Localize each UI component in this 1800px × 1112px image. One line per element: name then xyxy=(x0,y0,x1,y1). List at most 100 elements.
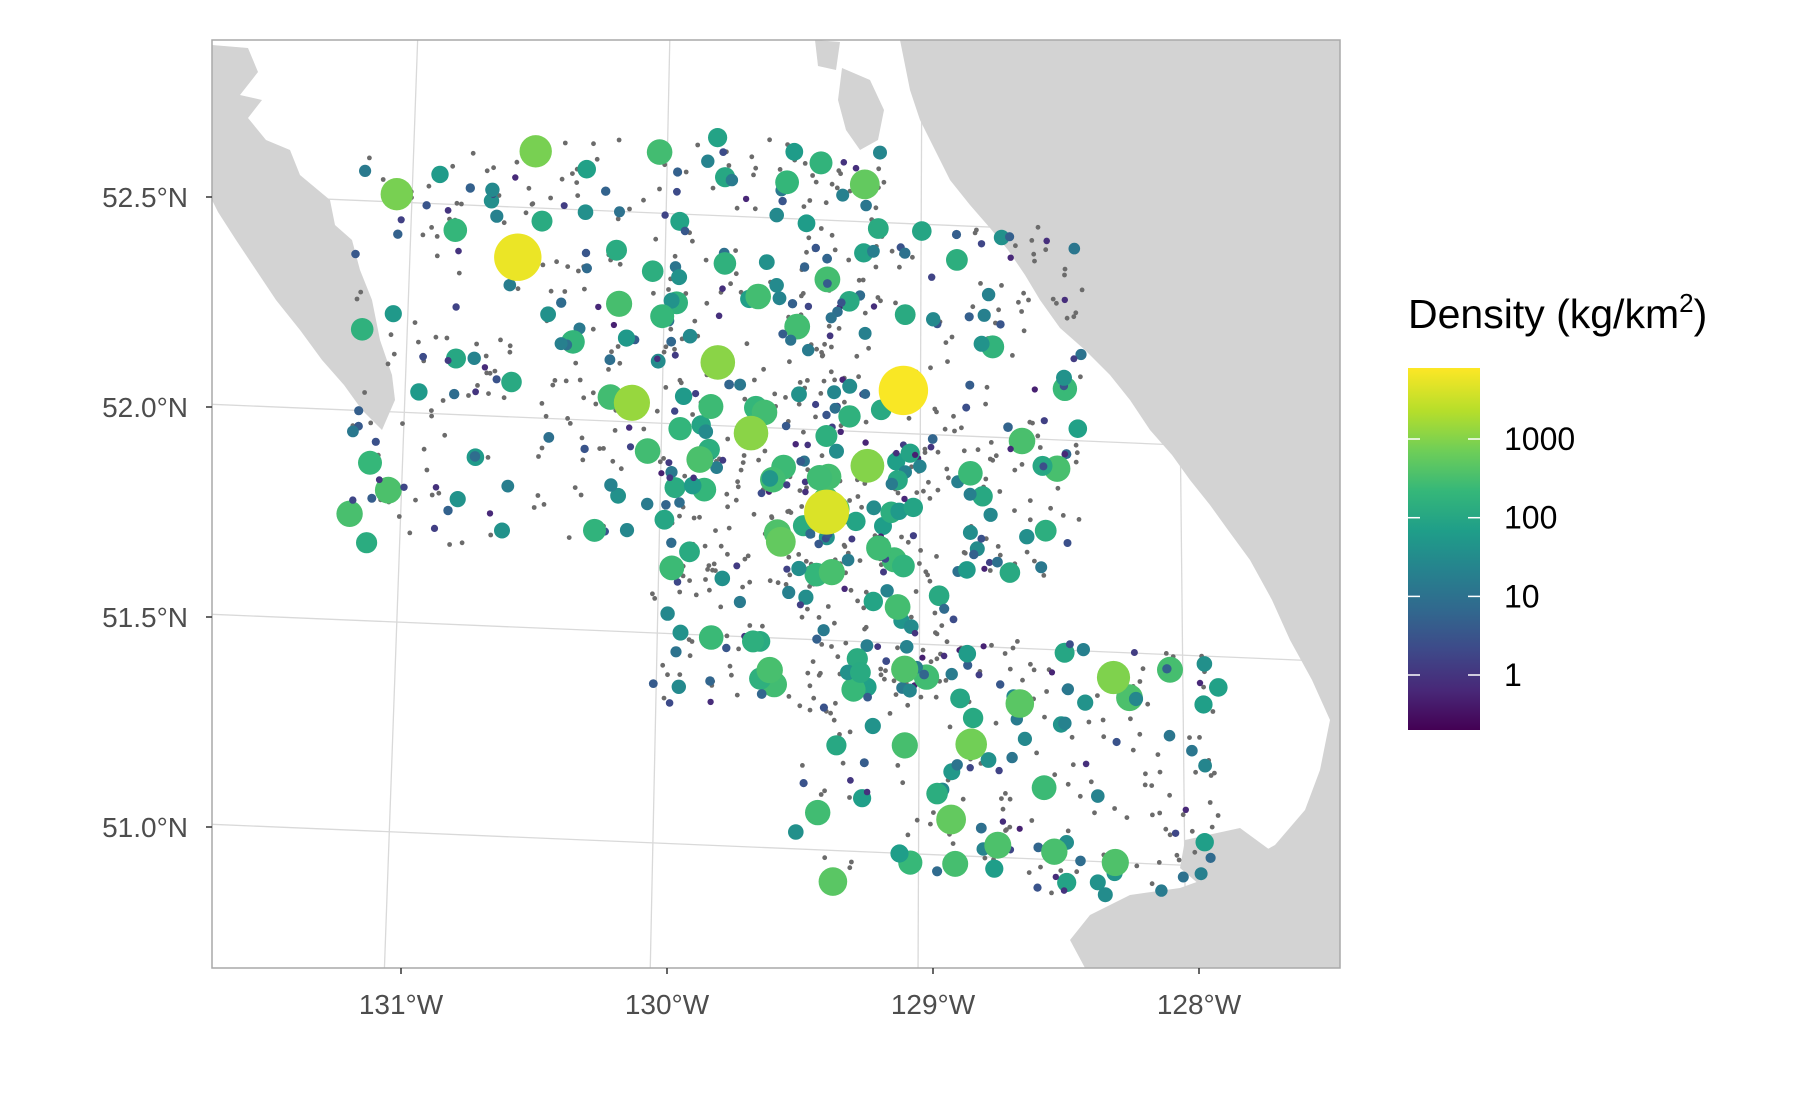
catch-point xyxy=(866,535,892,561)
catch-point xyxy=(829,402,841,414)
catch-point xyxy=(1031,386,1038,393)
zero-catch-point xyxy=(572,485,578,490)
zero-catch-point xyxy=(856,277,862,283)
zero-catch-point xyxy=(863,589,869,595)
catch-point xyxy=(661,500,671,510)
zero-catch-point xyxy=(1167,832,1173,838)
zero-catch-point xyxy=(760,623,765,629)
zero-catch-point xyxy=(1143,771,1148,777)
catch-point xyxy=(756,689,767,699)
catch-point xyxy=(1194,867,1208,881)
catch-point xyxy=(698,625,724,650)
catch-point xyxy=(1163,729,1176,742)
zero-catch-point xyxy=(822,855,828,861)
catch-point xyxy=(977,240,986,248)
zero-catch-point xyxy=(1149,783,1155,788)
catch-point xyxy=(1017,731,1032,747)
zero-catch-point xyxy=(1035,224,1041,230)
map-panel xyxy=(212,40,1340,968)
catch-point xyxy=(1177,871,1189,883)
zero-catch-point xyxy=(552,378,558,383)
catch-point xyxy=(963,487,977,501)
zero-catch-point xyxy=(1074,869,1080,875)
catch-point xyxy=(674,497,685,508)
catch-point xyxy=(926,782,948,805)
zero-catch-point xyxy=(498,337,503,343)
catch-point xyxy=(1043,237,1050,245)
catch-point xyxy=(784,313,811,340)
catch-point xyxy=(909,532,918,540)
catch-point xyxy=(654,355,661,363)
zero-catch-point xyxy=(554,259,559,265)
zero-catch-point xyxy=(813,414,818,420)
catch-point xyxy=(492,375,501,384)
catch-point xyxy=(829,443,844,459)
zero-catch-point xyxy=(801,204,807,210)
zero-catch-point xyxy=(905,539,911,545)
catch-point xyxy=(626,424,633,431)
catch-point xyxy=(1082,760,1090,768)
catch-point xyxy=(950,688,970,709)
zero-catch-point xyxy=(899,534,904,540)
zero-catch-point xyxy=(943,678,949,683)
catch-point xyxy=(818,559,845,586)
zero-catch-point xyxy=(1027,517,1033,523)
catch-point xyxy=(778,196,787,206)
zero-catch-point xyxy=(1010,645,1016,651)
zero-catch-point xyxy=(421,446,427,452)
zero-catch-point xyxy=(1031,251,1037,257)
zero-catch-point xyxy=(769,514,774,519)
zero-catch-point xyxy=(416,339,421,345)
zero-catch-point xyxy=(914,817,920,823)
zero-catch-point xyxy=(412,320,418,325)
zero-catch-point xyxy=(863,624,869,630)
catch-point xyxy=(811,243,820,253)
zero-catch-point xyxy=(786,508,792,514)
zero-catch-point xyxy=(1021,290,1026,296)
catch-point xyxy=(891,655,919,683)
zero-catch-point xyxy=(1026,297,1031,303)
catch-point xyxy=(826,735,847,756)
catch-point xyxy=(981,565,988,572)
zero-catch-point xyxy=(594,156,600,162)
catch-point xyxy=(840,159,848,166)
zero-catch-point xyxy=(859,504,864,510)
zero-catch-point xyxy=(725,551,730,557)
zero-catch-point xyxy=(767,578,773,584)
mainland-coast-land xyxy=(900,40,1340,968)
zero-catch-point xyxy=(934,631,940,637)
zero-catch-point xyxy=(570,171,575,177)
zero-catch-point xyxy=(358,289,364,295)
zero-catch-point xyxy=(1134,863,1140,869)
zero-catch-point xyxy=(618,466,624,472)
zero-catch-point xyxy=(515,286,521,292)
catch-point xyxy=(742,630,764,653)
catch-point xyxy=(347,425,359,438)
zero-catch-point xyxy=(429,225,434,230)
zero-catch-point xyxy=(609,349,614,355)
zero-catch-point xyxy=(944,466,950,472)
zero-catch-point xyxy=(922,446,928,452)
legend-title-superscript: 2 xyxy=(1679,288,1693,318)
zero-catch-point xyxy=(567,421,573,426)
catch-point xyxy=(661,211,669,219)
catch-point xyxy=(993,229,1010,246)
catch-point xyxy=(867,218,889,239)
catch-point xyxy=(1076,643,1090,657)
zero-catch-point xyxy=(1007,824,1013,830)
catch-point xyxy=(1052,873,1060,881)
zero-catch-point xyxy=(897,264,902,270)
catch-point xyxy=(796,457,806,466)
catch-point xyxy=(891,732,918,759)
zero-catch-point xyxy=(1021,328,1027,334)
zero-catch-point xyxy=(733,248,738,254)
zero-catch-point xyxy=(997,489,1003,494)
zero-catch-point xyxy=(832,247,838,253)
catch-point xyxy=(837,298,846,307)
zero-catch-point xyxy=(847,795,852,800)
catch-point xyxy=(1205,852,1216,864)
zero-catch-point xyxy=(978,281,983,286)
catch-point xyxy=(375,476,383,484)
zero-catch-point xyxy=(914,490,920,495)
zero-catch-point xyxy=(456,270,462,276)
